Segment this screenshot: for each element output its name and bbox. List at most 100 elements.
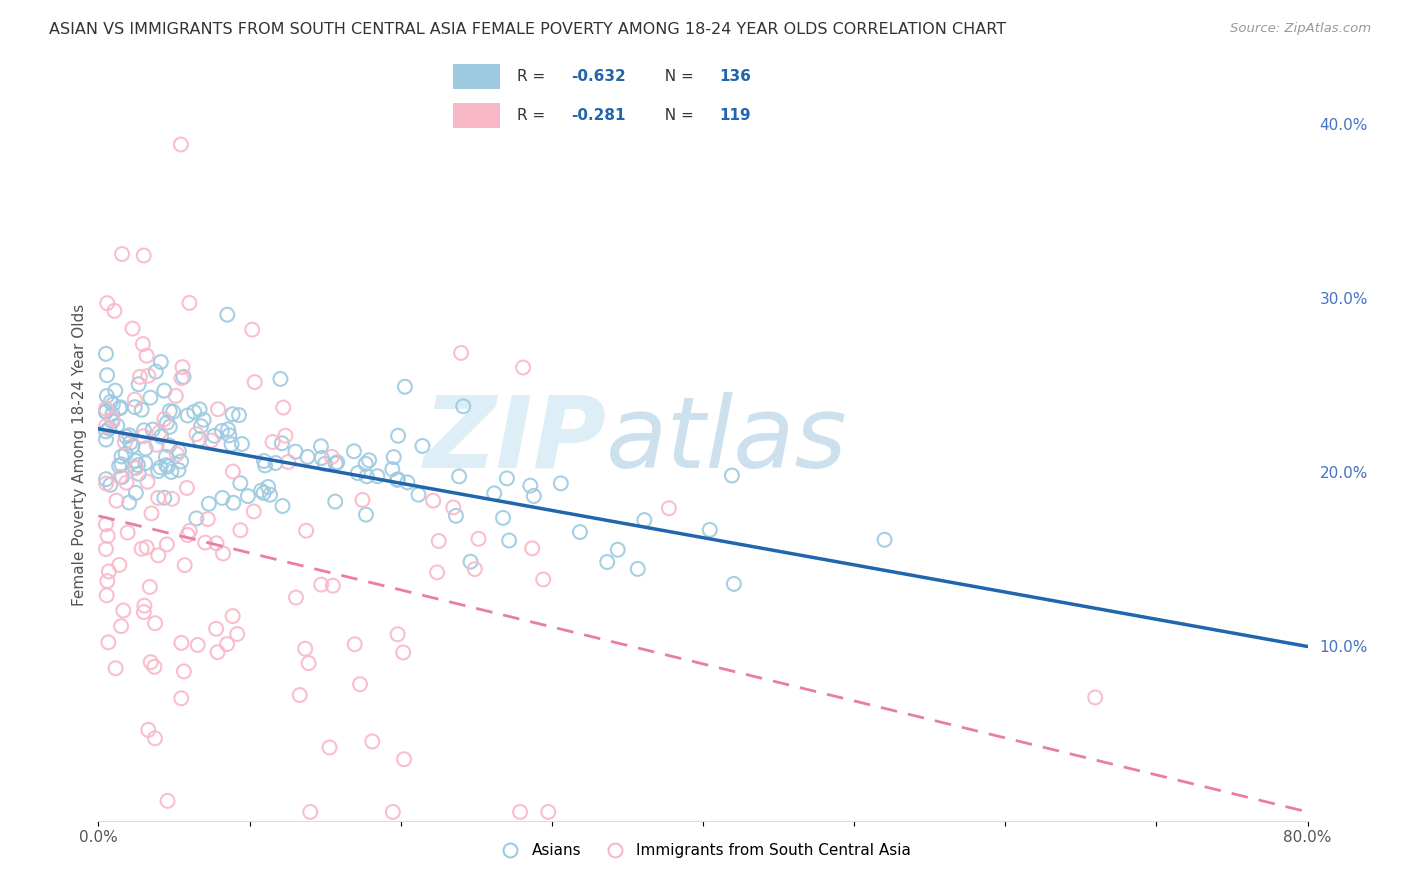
Point (606, 542, 628, 557)
Point (136, 475, 159, 489)
Point (194, 535, 217, 549)
Point (125, 486, 148, 500)
Point (242, 504, 264, 518)
Point (221, 437, 243, 451)
Point (349, 677, 371, 691)
Point (444, 508, 467, 523)
Legend: Asians, Immigrants from South Central Asia: Asians, Immigrants from South Central As… (489, 837, 917, 864)
Point (136, 368, 159, 383)
Point (124, 460, 146, 475)
Point (498, 533, 520, 548)
Point (186, 427, 208, 442)
Point (352, 492, 374, 507)
Point (173, 665, 195, 679)
Text: -0.281: -0.281 (571, 108, 626, 123)
Point (271, 401, 294, 415)
Point (537, 805, 560, 819)
Point (318, 740, 340, 755)
Point (159, 404, 181, 418)
Point (96, 296, 118, 310)
Point (108, 401, 131, 416)
Point (519, 478, 541, 492)
Point (205, 622, 228, 636)
Point (229, 523, 252, 537)
Point (356, 469, 378, 483)
Point (271, 436, 294, 450)
Point (120, 436, 142, 450)
Text: ZIP: ZIP (423, 392, 606, 489)
Point (159, 420, 181, 434)
Point (135, 541, 157, 555)
Point (309, 577, 332, 591)
Text: -0.632: -0.632 (571, 69, 626, 84)
Point (127, 458, 149, 472)
Point (156, 459, 179, 474)
Point (132, 248, 155, 262)
Point (118, 428, 141, 442)
Point (170, 691, 193, 706)
Point (139, 580, 162, 594)
Point (134, 599, 156, 613)
Point (723, 577, 745, 591)
Text: R =: R = (517, 108, 550, 123)
Point (253, 454, 276, 468)
Point (721, 468, 744, 483)
Point (170, 371, 193, 385)
Point (396, 475, 419, 490)
Point (250, 483, 273, 498)
Point (381, 805, 404, 819)
Point (156, 794, 179, 808)
Point (221, 609, 243, 624)
FancyBboxPatch shape (453, 63, 501, 89)
Point (104, 384, 127, 398)
Point (149, 460, 172, 475)
Point (243, 375, 266, 389)
Point (118, 495, 141, 509)
Point (381, 462, 404, 476)
Point (94, 401, 117, 416)
Point (139, 655, 162, 669)
Point (269, 372, 291, 386)
Point (218, 428, 240, 442)
Point (382, 450, 405, 464)
Point (496, 471, 519, 485)
Point (253, 486, 276, 500)
Point (94, 541, 117, 556)
Point (143, 616, 166, 631)
Point (326, 455, 349, 469)
Point (217, 422, 239, 436)
Point (128, 377, 150, 392)
Point (222, 465, 245, 479)
Point (136, 723, 159, 737)
Point (96, 389, 118, 403)
Point (149, 355, 172, 369)
Point (179, 524, 201, 538)
Point (145, 438, 167, 452)
Point (426, 566, 449, 580)
Point (101, 412, 124, 426)
Point (98, 478, 121, 492)
Point (321, 450, 343, 464)
Point (314, 457, 336, 471)
Point (94, 347, 117, 361)
Point (94, 472, 117, 486)
Point (221, 407, 243, 421)
Point (187, 638, 209, 652)
Point (411, 439, 433, 453)
Point (460, 555, 482, 569)
Point (274, 428, 297, 442)
Point (550, 476, 572, 491)
Point (205, 536, 228, 550)
Point (212, 546, 235, 560)
Point (387, 627, 409, 641)
Point (512, 360, 534, 375)
Point (179, 296, 201, 310)
Point (124, 392, 146, 407)
Point (115, 429, 138, 443)
Point (311, 450, 333, 465)
Point (197, 512, 219, 526)
Point (173, 558, 195, 573)
Point (131, 402, 153, 417)
Point (288, 688, 311, 702)
Point (124, 454, 146, 468)
